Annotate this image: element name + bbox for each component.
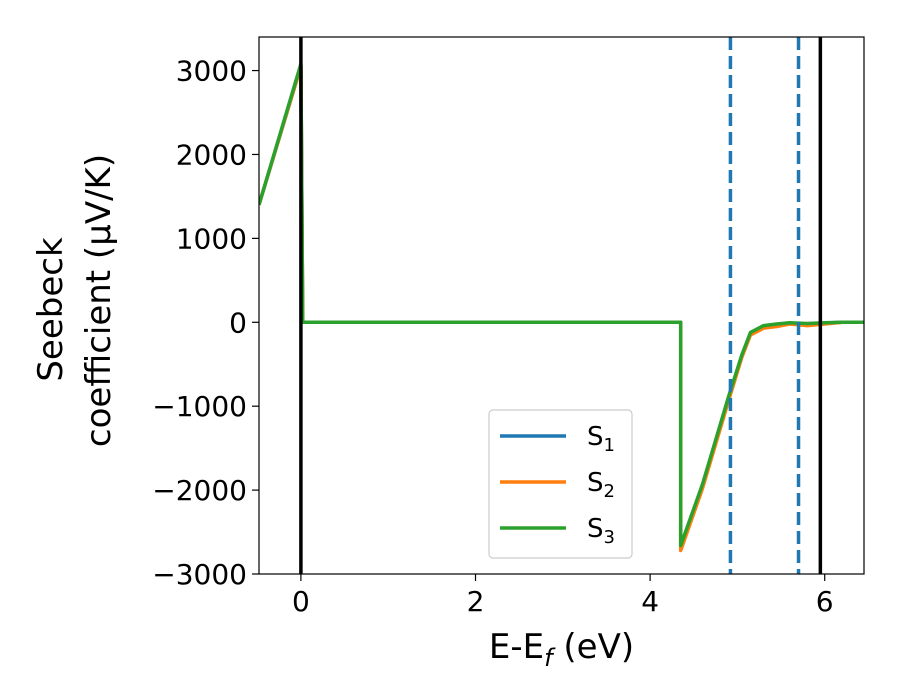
x-tick-label: 6 (816, 585, 834, 618)
x-tick-label: 4 (641, 585, 659, 618)
y-tick-label: 0 (229, 306, 247, 339)
x-axis-label: E-Ef (eV) (489, 627, 634, 672)
legend: S1 S2 S3 (488, 409, 633, 559)
legend-label-s3: S3 (587, 514, 615, 548)
legend-box (488, 409, 633, 559)
y-tick-label: 3000 (176, 55, 247, 88)
y-tick-label: −2000 (152, 474, 247, 507)
x-tick-label: 0 (292, 585, 310, 618)
series-line-s3 (259, 62, 864, 548)
y-tick-label: 1000 (176, 222, 247, 255)
y-tick-label: −1000 (152, 390, 247, 423)
x-tick-label: 2 (467, 585, 485, 618)
y-tick-label: 2000 (176, 138, 247, 171)
y-axis-label-line1: Seebeck (31, 237, 71, 382)
legend-label-s2: S2 (587, 468, 615, 502)
legend-label-s1: S1 (587, 422, 615, 456)
y-tick-label: −3000 (152, 558, 247, 591)
plot-area-frame (258, 36, 865, 575)
y-axis-label-line2: coefficient (μV/K) (79, 154, 119, 447)
